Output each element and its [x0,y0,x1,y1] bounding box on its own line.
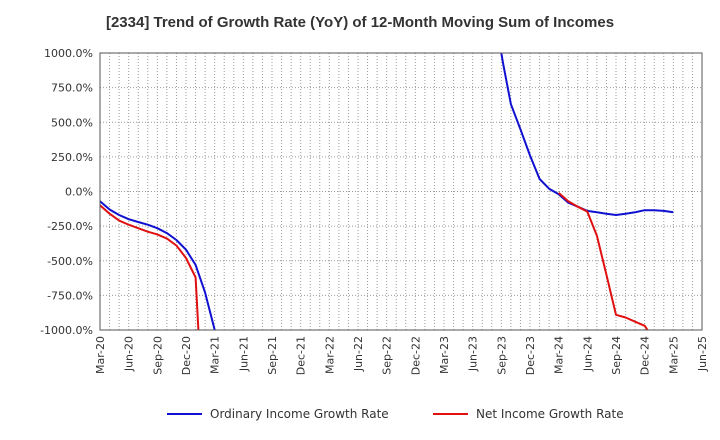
y-tick-label: 0.0% [65,186,93,199]
series-line-net-income [558,192,649,330]
x-tick-label: Mar-20 [94,336,107,374]
x-tick-label: Dec-22 [409,336,422,375]
x-tick-label: Sep-22 [381,336,394,375]
x-tick-label: Jun-22 [352,336,365,372]
x-tick-label: Dec-23 [524,336,537,375]
x-tick-label: Jun-25 [696,336,709,372]
series-line-ordinary-income [100,200,216,330]
y-tick-label: 1000.0% [44,47,93,60]
y-tick-label: 500.0% [51,116,93,129]
legend-label: Net Income Growth Rate [476,407,624,421]
x-tick-label: Sep-24 [610,336,623,375]
x-tick-label: Mar-25 [667,336,680,374]
y-tick-label: -750.0% [47,289,93,302]
x-tick-label: Jun-20 [123,336,136,372]
y-tick-label: -500.0% [47,255,93,268]
x-tick-label: Dec-21 [295,336,308,375]
x-tick-label: Sep-21 [266,336,279,375]
plot-area-border [99,52,703,331]
x-tick-label: Mar-24 [553,336,566,374]
x-tick-label: Sep-20 [151,336,164,375]
x-tick-label: Jun-24 [581,336,594,372]
x-tick-label: Dec-20 [180,336,193,375]
y-tick-label: 750.0% [51,82,93,95]
y-tick-label: -1000.0% [40,324,93,337]
x-tick-label: Jun-21 [237,336,250,372]
x-tick-label: Mar-23 [438,336,451,374]
x-tick-label: Jun-23 [467,336,480,372]
x-tick-label: Dec-24 [639,336,652,375]
y-tick-label: -250.0% [47,220,93,233]
legend-label: Ordinary Income Growth Rate [210,407,389,421]
x-tick-label: Mar-22 [323,336,336,374]
series-line-net-income [100,204,200,330]
x-tick-label: Mar-21 [209,336,222,374]
x-tick-label: Sep-23 [495,336,508,375]
y-tick-label: 250.0% [51,151,93,164]
chart-title: [2334] Trend of Growth Rate (YoY) of 12-… [105,14,615,31]
